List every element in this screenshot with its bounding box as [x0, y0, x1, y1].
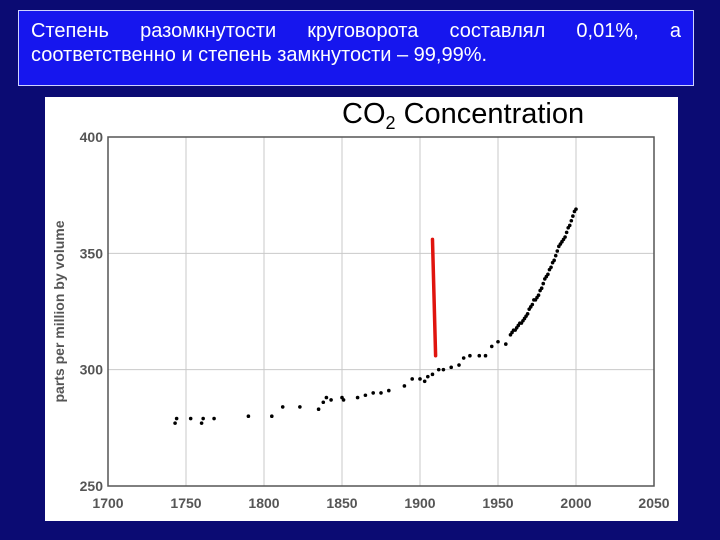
y-tick-label: 400 — [80, 129, 104, 145]
data-point — [430, 372, 435, 377]
x-tick-label: 1850 — [326, 495, 357, 511]
data-point — [571, 214, 575, 218]
data-point — [341, 398, 346, 402]
data-point — [539, 286, 544, 291]
data-point — [270, 414, 274, 419]
caption-box: Степень разомкнутости круговорота состав… — [18, 10, 694, 86]
data-point — [563, 235, 567, 239]
x-tick-label: 1700 — [92, 495, 123, 511]
data-point — [316, 407, 321, 412]
x-tick-label: 1800 — [248, 495, 279, 511]
x-tick-label: 1950 — [482, 495, 513, 511]
data-point — [173, 421, 177, 425]
data-point — [201, 416, 205, 421]
data-point — [525, 312, 530, 316]
data-point — [536, 293, 541, 298]
data-point — [552, 258, 556, 263]
data-point — [371, 391, 376, 395]
data-point — [402, 384, 407, 388]
x-tick-label: 2050 — [638, 495, 669, 511]
data-point — [212, 416, 216, 421]
data-point — [379, 391, 383, 395]
data-point — [422, 379, 427, 384]
data-point — [457, 363, 461, 367]
data-point — [449, 365, 454, 370]
x-tick-label: 2000 — [560, 495, 591, 511]
data-point — [355, 395, 360, 400]
chart-title-main: CO — [342, 98, 386, 130]
data-point — [188, 416, 193, 421]
data-point — [410, 377, 415, 381]
data-point — [441, 367, 446, 372]
data-point — [567, 223, 572, 228]
data-point — [569, 218, 574, 223]
chart-title-rest: Concentration — [395, 98, 585, 130]
data-point — [483, 353, 488, 358]
x-tick-label: 1750 — [170, 495, 201, 511]
chart-title: CO2 Concentration — [342, 96, 584, 141]
data-point — [363, 393, 368, 398]
co2-chart: 1700 1750 1800 1850 1900 1950 2000 2050 250 300 35… — [51, 129, 670, 511]
data-point — [324, 395, 329, 400]
data-point — [246, 414, 251, 419]
data-point — [555, 249, 560, 253]
data-point — [549, 265, 553, 270]
data-point — [496, 339, 500, 344]
data-point — [280, 405, 285, 409]
data-point — [574, 207, 578, 211]
data-point — [477, 353, 482, 358]
data-point — [426, 374, 430, 379]
caption-line-1: Степень разомкнутости круговорота состав… — [31, 20, 681, 42]
caption-line-2: соответственно и степень замкнутости – 9… — [31, 44, 488, 66]
data-point — [489, 344, 494, 349]
chart-title-subscript: 2 — [385, 113, 396, 133]
y-tick-label: 250 — [80, 478, 104, 494]
data-point — [553, 253, 558, 258]
data-point — [174, 416, 179, 421]
data-point — [418, 377, 422, 381]
data-point — [461, 356, 466, 360]
data-point — [321, 400, 326, 405]
y-tick-label: 300 — [80, 362, 104, 378]
data-point — [530, 302, 535, 307]
data-point — [504, 342, 508, 346]
data-point — [387, 388, 391, 393]
annotation-line — [430, 237, 438, 358]
data-point — [541, 281, 546, 286]
plot-frame — [107, 136, 655, 487]
data-point — [329, 398, 333, 402]
chart-panel: 1700 1750 1800 1850 1900 1950 2000 2050 250 300 35… — [45, 97, 678, 521]
data-point — [298, 405, 302, 409]
data-point — [199, 421, 204, 425]
x-tick-label: 1900 — [404, 495, 435, 511]
y-axis-label: parts per million by volume — [51, 220, 67, 402]
data-point — [564, 230, 569, 235]
data-point — [436, 367, 441, 372]
data-point — [546, 272, 550, 277]
y-tick-label: 350 — [80, 245, 104, 261]
data-point — [468, 353, 472, 358]
